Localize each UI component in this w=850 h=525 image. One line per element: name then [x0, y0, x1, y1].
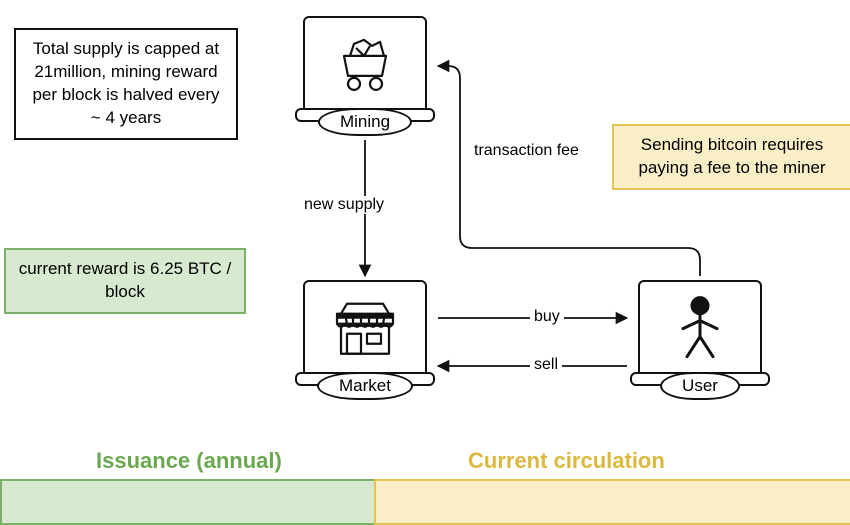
node-market: Market: [295, 280, 435, 386]
node-label: Market: [317, 372, 413, 400]
shop-icon: [329, 296, 401, 365]
edge-label-tx-fee: transaction fee: [470, 142, 583, 160]
user-icon: [675, 295, 725, 366]
section-label-issuance: Issuance (annual): [96, 448, 282, 474]
edge-label-new-supply: new supply: [300, 196, 388, 214]
edge-label-sell: sell: [530, 356, 562, 374]
bar-circulation: [374, 479, 850, 525]
note-supply-cap: Total supply is capped at 21million, min…: [14, 28, 238, 140]
node-mining: Mining: [295, 16, 435, 122]
mining-cart-icon: [330, 34, 400, 99]
section-label-circulation: Current circulation: [468, 448, 665, 474]
node-user: User: [630, 280, 770, 386]
note-text: Total supply is capped at 21million, min…: [32, 39, 219, 127]
note-text: Sending bitcoin requires paying a fee to…: [638, 135, 825, 177]
node-label: Mining: [318, 108, 412, 136]
note-text: current reward is 6.25 BTC / block: [19, 259, 232, 301]
edge-label-buy: buy: [530, 308, 564, 326]
note-current-reward: current reward is 6.25 BTC / block: [4, 248, 246, 314]
node-label: User: [660, 372, 740, 400]
bar-issuance: [0, 479, 378, 525]
note-fee: Sending bitcoin requires paying a fee to…: [612, 124, 850, 190]
